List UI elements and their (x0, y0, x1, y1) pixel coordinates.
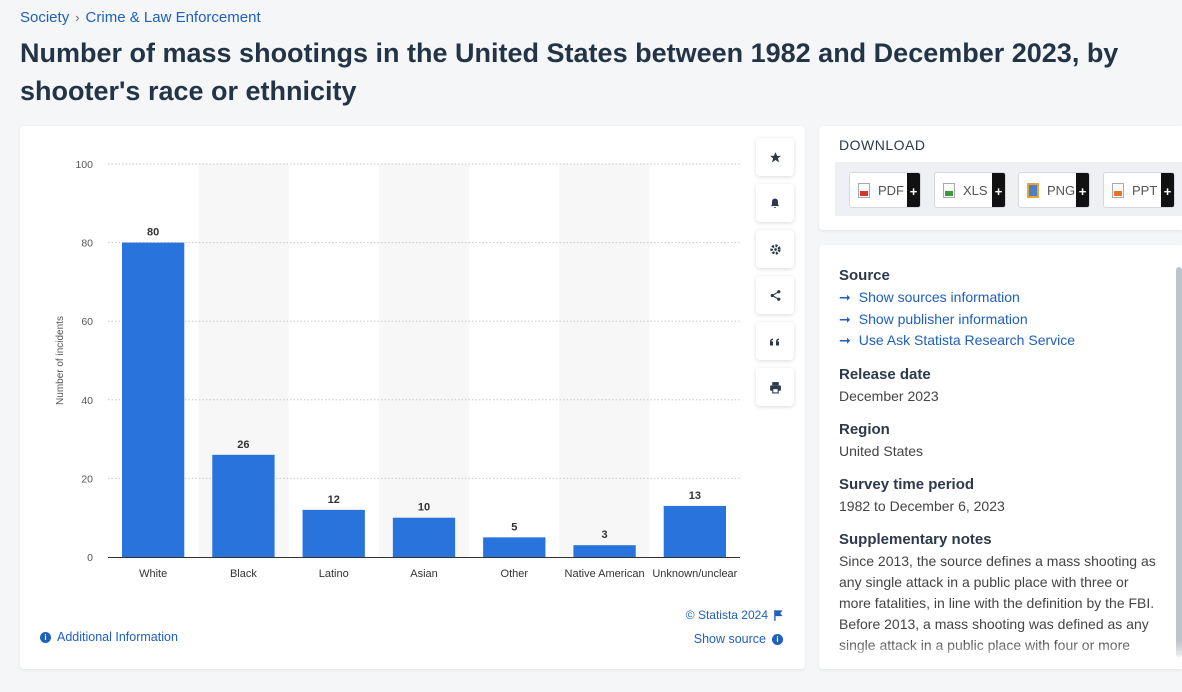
y-tick-label: 0 (87, 552, 93, 564)
quote-icon[interactable] (756, 322, 794, 360)
png-file-icon (1027, 182, 1039, 198)
download-pdf-button[interactable]: PDF + (849, 172, 921, 208)
ask-statista-label: Use Ask Statista Research Service (858, 332, 1076, 348)
plus-icon: + (907, 173, 920, 207)
region-value: United States (839, 442, 924, 459)
chart-card: 0 20 40 60 80 100 Number of incidents 80 White 26… (20, 126, 805, 669)
column-band (559, 164, 650, 557)
show-publisher-link[interactable]: ➞ Show publisher information (839, 309, 1159, 331)
region-heading: Region (839, 420, 890, 438)
y-tick-label: 80 (81, 238, 93, 250)
copyright-notice[interactable]: © Statista 2024 (686, 608, 783, 622)
survey-period-value: 1982 to December 6, 2023 (839, 497, 1005, 514)
breadcrumb-item-society[interactable]: Society (20, 9, 70, 26)
bar-unknown-unclear (663, 505, 727, 557)
additional-information-label: Additional Information (57, 630, 178, 644)
release-date-value: December 2023 (839, 387, 939, 404)
info-icon: i (772, 633, 783, 645)
x-tick-label: Other (501, 568, 529, 580)
arrow-right-icon: ➞ (839, 289, 851, 305)
flag-icon (774, 609, 783, 621)
download-xls-label: XLS (963, 182, 988, 198)
breadcrumb-separator: › (75, 10, 80, 25)
y-axis-label: Number of incidents (55, 316, 66, 405)
xls-file-icon (943, 182, 955, 198)
plus-icon: + (992, 173, 1005, 207)
download-pdf-label: PDF (878, 182, 904, 198)
fade-overlay (819, 641, 1182, 669)
copyright-text: © Statista 2024 (685, 608, 768, 622)
download-panel: DOWNLOAD PDF + XLS + PNG + PPT + (819, 126, 1182, 230)
supplementary-notes-value: Since 2013, the source defines a mass sh… (839, 552, 1156, 653)
data-label: 10 (418, 502, 430, 514)
download-png-label: PNG (1047, 182, 1076, 198)
bar-white (121, 242, 185, 557)
x-tick-label: Black (230, 568, 257, 580)
bar-latino (302, 509, 365, 557)
show-source-label: Show source (693, 632, 766, 646)
bar-asian (392, 517, 456, 557)
breadcrumb-item-crime[interactable]: Crime & Law Enforcement (85, 9, 261, 26)
arrow-right-icon: ➞ (839, 310, 851, 327)
statistic-details-panel: Source ➞ Show sources information ➞ Show… (819, 245, 1182, 669)
x-tick-label: White (139, 568, 167, 580)
data-label: 80 (147, 227, 159, 239)
supplementary-notes-heading: Supplementary notes (839, 530, 992, 548)
bell-icon[interactable] (756, 184, 794, 222)
bar-native-american (573, 545, 636, 557)
data-label: 3 (602, 529, 608, 541)
data-label: 12 (328, 494, 340, 506)
y-tick-label: 60 (81, 316, 93, 328)
download-title: DOWNLOAD (839, 137, 926, 153)
download-ppt-label: PPT (1132, 182, 1158, 198)
info-icon: i (40, 631, 51, 643)
y-tick-label: 20 (81, 473, 93, 485)
scrollbar[interactable] (1176, 267, 1182, 657)
survey-period-heading: Survey time period (839, 475, 975, 493)
data-label: 26 (237, 439, 249, 451)
x-tick-label: Unknown/unclear (652, 568, 737, 580)
chart-toolbar (756, 138, 794, 406)
share-icon[interactable] (756, 276, 794, 314)
arrow-right-icon: ➞ (839, 332, 851, 348)
plus-icon: + (1076, 173, 1089, 207)
release-date-heading: Release date (839, 365, 931, 383)
download-png-button[interactable]: PNG + (1018, 172, 1090, 208)
download-buttons: PDF + XLS + PNG + PPT + (835, 162, 1182, 216)
show-source-link[interactable]: Show source i (694, 632, 783, 646)
page-title: Number of mass shootings in the United S… (20, 38, 1119, 106)
data-label: 13 (689, 490, 701, 502)
bar-chart: 0 20 40 60 80 100 Number of incidents 80 White 26… (55, 159, 740, 580)
download-xls-button[interactable]: XLS + (934, 172, 1006, 208)
pdf-file-icon (858, 182, 870, 198)
show-sources-label: Show sources information (858, 289, 1020, 305)
bar-black (212, 454, 275, 557)
x-tick-label: Asian (410, 568, 438, 580)
download-ppt-button[interactable]: PPT + (1103, 172, 1175, 208)
ask-statista-link[interactable]: ➞ Use Ask Statista Research Service (839, 330, 1159, 352)
source-heading: Source (839, 267, 890, 284)
show-publisher-label: Show publisher information (858, 310, 1028, 327)
additional-information-link[interactable]: i Additional Information (40, 630, 178, 644)
plus-icon: + (1161, 173, 1174, 207)
show-sources-link[interactable]: ➞ Show sources information (839, 287, 1159, 309)
data-label: 5 (511, 521, 517, 533)
gear-icon[interactable] (756, 230, 794, 268)
y-tick-label: 40 (81, 395, 93, 407)
ppt-file-icon (1112, 182, 1124, 198)
column-band (378, 164, 470, 557)
y-tick-label: 100 (75, 159, 93, 171)
star-icon[interactable] (756, 138, 794, 176)
bar-other (483, 537, 546, 557)
x-tick-label: Native American (565, 568, 645, 580)
breadcrumb: Society › Crime & Law Enforcement (20, 9, 261, 26)
x-tick-label: Latino (319, 568, 349, 580)
print-icon[interactable] (756, 368, 794, 406)
